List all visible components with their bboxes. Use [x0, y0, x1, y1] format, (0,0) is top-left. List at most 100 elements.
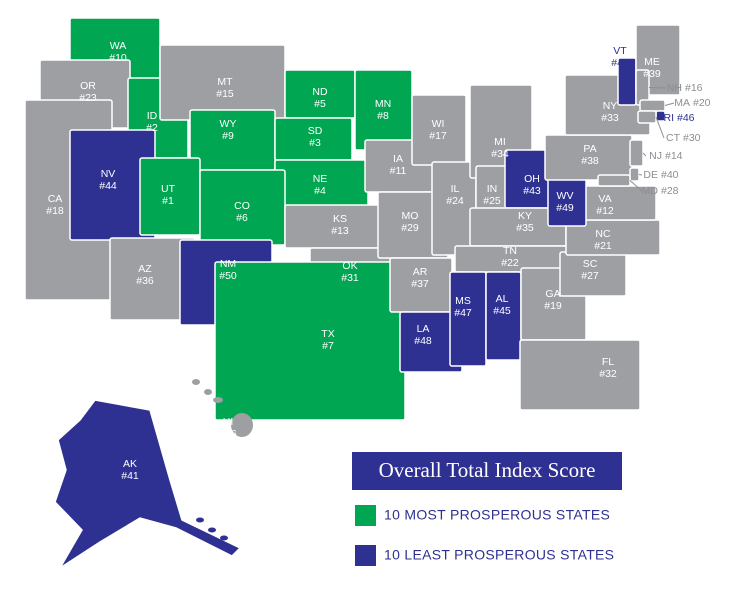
state-abbr: MD — [642, 185, 659, 197]
state-shape — [204, 389, 212, 395]
state-abbr: ME — [644, 56, 660, 68]
state-rank: #26 — [219, 428, 237, 440]
state-rank: #37 — [411, 278, 429, 290]
state-abbr: KS — [333, 213, 347, 225]
state-abbr: WY — [220, 118, 237, 130]
state-abbr: NH — [667, 82, 682, 94]
state-abbr: DE — [643, 169, 658, 181]
state-rank: #42 — [611, 57, 629, 69]
state-rank: #49 — [556, 202, 574, 214]
state-abbr: IN — [487, 183, 498, 195]
state-rank: #18 — [46, 205, 64, 217]
state-rank: #29 — [401, 222, 419, 234]
state-abbr: LA — [417, 323, 430, 335]
state-rank: #40 — [661, 169, 679, 181]
legend-swatch — [355, 505, 376, 526]
state-abbr: AZ — [138, 263, 152, 275]
state-rank: #44 — [99, 180, 117, 192]
state-abbr: WV — [557, 190, 574, 202]
state-shape — [54, 399, 242, 569]
state-rank: #10 — [109, 52, 127, 64]
state-rank: #19 — [544, 300, 562, 312]
state-abbr: NV — [101, 168, 116, 180]
state-abbr: PA — [583, 143, 596, 155]
state-shape — [192, 379, 200, 385]
state-rank: #48 — [414, 335, 432, 347]
state-rank: #27 — [581, 270, 599, 282]
state-rank: #5 — [314, 98, 326, 110]
state-abbr: OH — [524, 173, 540, 185]
state-abbr: CT — [666, 132, 681, 144]
state-abbr: HI — [223, 416, 234, 428]
state-abbr: MS — [455, 295, 471, 307]
island — [220, 535, 228, 541]
state-rank: #25 — [483, 195, 501, 207]
state-abbr: MT — [217, 76, 233, 88]
state-abbr: SD — [308, 125, 323, 137]
leader-line — [655, 116, 665, 139]
state-rank: #45 — [493, 305, 511, 317]
state-rank: #38 — [581, 155, 599, 167]
state-rank: #4 — [314, 185, 326, 197]
state-abbr: TX — [321, 328, 334, 340]
state-abbr: IL — [451, 183, 460, 195]
state-rank: #17 — [429, 130, 447, 142]
state-abbr: IA — [393, 153, 403, 165]
state-shape — [449, 271, 487, 367]
state-abbr: MA — [674, 97, 690, 109]
state-shape — [214, 261, 406, 421]
state-rank: #35 — [516, 222, 534, 234]
state-abbr: AK — [123, 458, 137, 470]
state-rank: #24 — [446, 195, 464, 207]
state-rank: #31 — [341, 272, 359, 284]
state-shape — [629, 167, 640, 182]
leader-line — [638, 174, 643, 176]
state-shape — [637, 110, 657, 124]
state-shapes — [24, 17, 681, 569]
state-rank: #8 — [377, 110, 389, 122]
state-abbr: MN — [375, 98, 391, 110]
state-rank: #46 — [677, 112, 695, 124]
leader-line — [664, 102, 675, 106]
state-shape — [629, 139, 644, 167]
state-abbr: NC — [595, 228, 611, 240]
state-abbr: MO — [402, 210, 419, 222]
state-rank: #11 — [390, 165, 407, 177]
state-rank: #21 — [594, 240, 612, 252]
leader-line — [648, 87, 667, 89]
legend-label: 10 LEAST PROSPEROUS STATES — [384, 547, 614, 563]
state-rank: #34 — [491, 148, 509, 160]
state-abbr: ID — [147, 110, 158, 122]
state-rank: #2 — [146, 122, 158, 134]
state-abbr: WA — [110, 40, 127, 52]
state-abbr: ND — [312, 86, 328, 98]
state-abbr: NM — [220, 258, 236, 270]
state-rank: #14 — [665, 150, 683, 162]
legend-title-box — [352, 452, 622, 490]
state-rank: #28 — [661, 185, 679, 197]
state-rank: #13 — [331, 225, 349, 237]
state-rank: #39 — [643, 68, 661, 80]
state-shape — [519, 339, 641, 411]
state-shape — [597, 174, 631, 187]
state-rank: #9 — [222, 130, 234, 142]
state-abbr: SC — [583, 258, 598, 270]
leader-line — [642, 152, 647, 157]
state-rank: #6 — [236, 212, 248, 224]
state-rank: #30 — [683, 132, 701, 144]
state-abbr: NJ — [649, 150, 662, 162]
state-rank: #1 — [162, 195, 174, 207]
legend-label: 10 MOST PROSPEROUS STATES — [384, 507, 610, 523]
state-rank: #3 — [309, 137, 321, 149]
state-abbr: CA — [48, 193, 63, 205]
legend-swatch — [355, 545, 376, 566]
state-abbr: TN — [503, 245, 517, 257]
legend-title: Overall Total Index Score — [379, 458, 596, 482]
state-abbr: VA — [598, 193, 611, 205]
state-rank: #43 — [523, 185, 541, 197]
state-rank: #23 — [79, 92, 97, 104]
leader-line — [657, 115, 666, 119]
state-abbr: KY — [518, 210, 532, 222]
state-abbr: AR — [413, 266, 428, 278]
